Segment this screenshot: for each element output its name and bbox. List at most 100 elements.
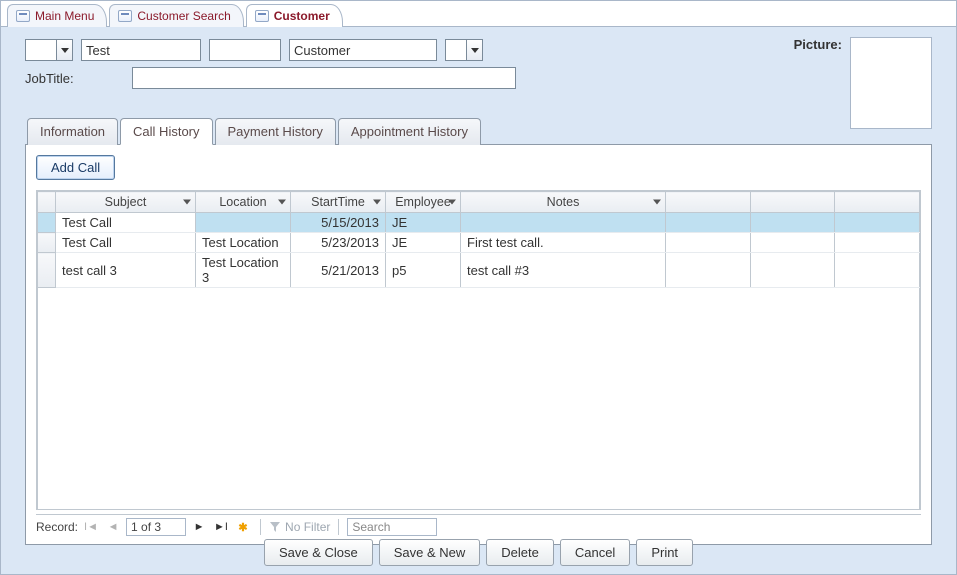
save-close-button[interactable]: Save & Close: [264, 539, 373, 566]
doc-tab-label: Customer: [274, 9, 330, 23]
table-row[interactable]: Test Call 5/15/2013JE: [38, 213, 920, 233]
nav-next-button[interactable]: ►: [190, 518, 208, 536]
table-row[interactable]: Test CallTest Location5/23/2013JEFirst t…: [38, 233, 920, 253]
doc-tab-customer[interactable]: Customer: [246, 4, 343, 27]
search-field[interactable]: Search: [347, 518, 437, 536]
doc-tab-main-menu[interactable]: Main Menu: [7, 4, 107, 27]
form-icon: [118, 10, 132, 22]
cell[interactable]: 5/21/2013: [291, 253, 386, 288]
nav-last-button[interactable]: ►I: [212, 518, 230, 536]
cell-blank: [750, 213, 835, 233]
form-action-buttons: Save & CloseSave & NewDeleteCancelPrint: [1, 539, 956, 566]
subtab-call-history[interactable]: Call History: [120, 118, 212, 145]
doc-tab-label: Customer Search: [137, 9, 230, 23]
record-position-value: 1 of 3: [131, 520, 161, 534]
suffix-combo[interactable]: [445, 39, 483, 61]
document-tabs: Main Menu Customer Search Customer: [1, 1, 956, 27]
subtab-information[interactable]: Information: [27, 118, 118, 145]
chevron-down-icon[interactable]: [56, 40, 72, 60]
save-new-button[interactable]: Save & New: [379, 539, 481, 566]
cell[interactable]: p5: [386, 253, 461, 288]
cell[interactable]: JE: [386, 233, 461, 253]
nav-new-button[interactable]: ✱: [234, 518, 252, 536]
cell[interactable]: 5/23/2013: [291, 233, 386, 253]
cell[interactable]: Test Call: [56, 213, 196, 233]
row-selector[interactable]: [38, 213, 56, 233]
chevron-down-icon[interactable]: [373, 200, 381, 205]
filter-label: No Filter: [285, 520, 330, 534]
separator: [260, 519, 261, 535]
nav-first-button[interactable]: I◄: [82, 518, 100, 536]
cell[interactable]: First test call.: [461, 233, 666, 253]
add-call-button[interactable]: Add Call: [36, 155, 115, 180]
funnel-icon: [269, 521, 281, 533]
print-button[interactable]: Print: [636, 539, 693, 566]
picture-frame[interactable]: [850, 37, 932, 129]
col-header-blank[interactable]: [666, 192, 751, 213]
cell-blank: [666, 253, 751, 288]
col-header-starttime[interactable]: StartTime: [291, 192, 386, 213]
chevron-down-icon[interactable]: [183, 200, 191, 205]
separator: [338, 519, 339, 535]
cell[interactable]: Test Location: [196, 233, 291, 253]
chevron-down-icon[interactable]: [448, 200, 456, 205]
form-icon: [16, 10, 30, 22]
cell-blank: [835, 213, 920, 233]
col-header-notes[interactable]: Notes: [461, 192, 666, 213]
table-row[interactable]: test call 3Test Location 35/21/2013p5tes…: [38, 253, 920, 288]
call-history-panel: Add Call SubjectLocationStartTimeEmploye…: [25, 145, 932, 545]
record-label: Record:: [36, 520, 78, 534]
chevron-down-icon[interactable]: [278, 200, 286, 205]
title-combo[interactable]: [25, 39, 73, 61]
first-name-value: Test: [86, 43, 110, 58]
picture-area: Picture:: [794, 37, 932, 129]
last-name-field[interactable]: Customer: [289, 39, 437, 61]
cancel-button[interactable]: Cancel: [560, 539, 630, 566]
call-history-table: SubjectLocationStartTimeEmployeeNotesTes…: [37, 191, 920, 510]
cell[interactable]: Test Location 3: [196, 253, 291, 288]
form-icon: [255, 10, 269, 22]
chevron-down-icon[interactable]: [653, 200, 661, 205]
record-navigator: Record: I◄ ◄ 1 of 3 ► ►I ✱ No Filter: [36, 514, 921, 536]
filter-indicator[interactable]: No Filter: [269, 520, 330, 534]
row-selector[interactable]: [38, 253, 56, 288]
cell[interactable]: test call 3: [56, 253, 196, 288]
cell-blank: [666, 213, 751, 233]
cell[interactable]: [461, 213, 666, 233]
col-header-blank[interactable]: [835, 192, 920, 213]
col-header-subject[interactable]: Subject: [56, 192, 196, 213]
cell[interactable]: 5/15/2013: [291, 213, 386, 233]
row-selector-header[interactable]: [38, 192, 56, 213]
cell[interactable]: JE: [386, 213, 461, 233]
row-selector[interactable]: [38, 233, 56, 253]
cell[interactable]: test call #3: [461, 253, 666, 288]
delete-button[interactable]: Delete: [486, 539, 554, 566]
cell[interactable]: Test Call: [56, 233, 196, 253]
jobtitle-label: JobTitle:: [25, 71, 74, 86]
picture-label: Picture:: [794, 37, 842, 52]
cell[interactable]: [196, 213, 291, 233]
cell-blank: [835, 233, 920, 253]
cell-blank: [666, 233, 751, 253]
cell-blank: [835, 253, 920, 288]
nav-prev-button[interactable]: ◄: [104, 518, 122, 536]
app-window: Main Menu Customer Search Customer Test Cu…: [0, 0, 957, 575]
subtab-appointment-history[interactable]: Appointment History: [338, 118, 481, 145]
jobtitle-field[interactable]: [132, 67, 516, 89]
table-spacer: [38, 288, 920, 511]
call-history-datasheet: SubjectLocationStartTimeEmployeeNotesTes…: [36, 190, 921, 510]
customer-form: Test Customer JobTitle: Picture:: [1, 27, 956, 574]
cell-blank: [750, 233, 835, 253]
first-name-field[interactable]: Test: [81, 39, 201, 61]
search-placeholder: Search: [352, 520, 390, 534]
detail-tabs-wrap: InformationCall HistoryPayment HistoryAp…: [25, 117, 932, 545]
col-header-location[interactable]: Location: [196, 192, 291, 213]
middle-name-field[interactable]: [209, 39, 281, 61]
record-position-field[interactable]: 1 of 3: [126, 518, 186, 536]
col-header-employee[interactable]: Employee: [386, 192, 461, 213]
col-header-blank[interactable]: [750, 192, 835, 213]
chevron-down-icon[interactable]: [466, 40, 482, 60]
subtab-payment-history[interactable]: Payment History: [215, 118, 336, 145]
doc-tab-label: Main Menu: [35, 9, 94, 23]
doc-tab-customer-search[interactable]: Customer Search: [109, 4, 243, 27]
